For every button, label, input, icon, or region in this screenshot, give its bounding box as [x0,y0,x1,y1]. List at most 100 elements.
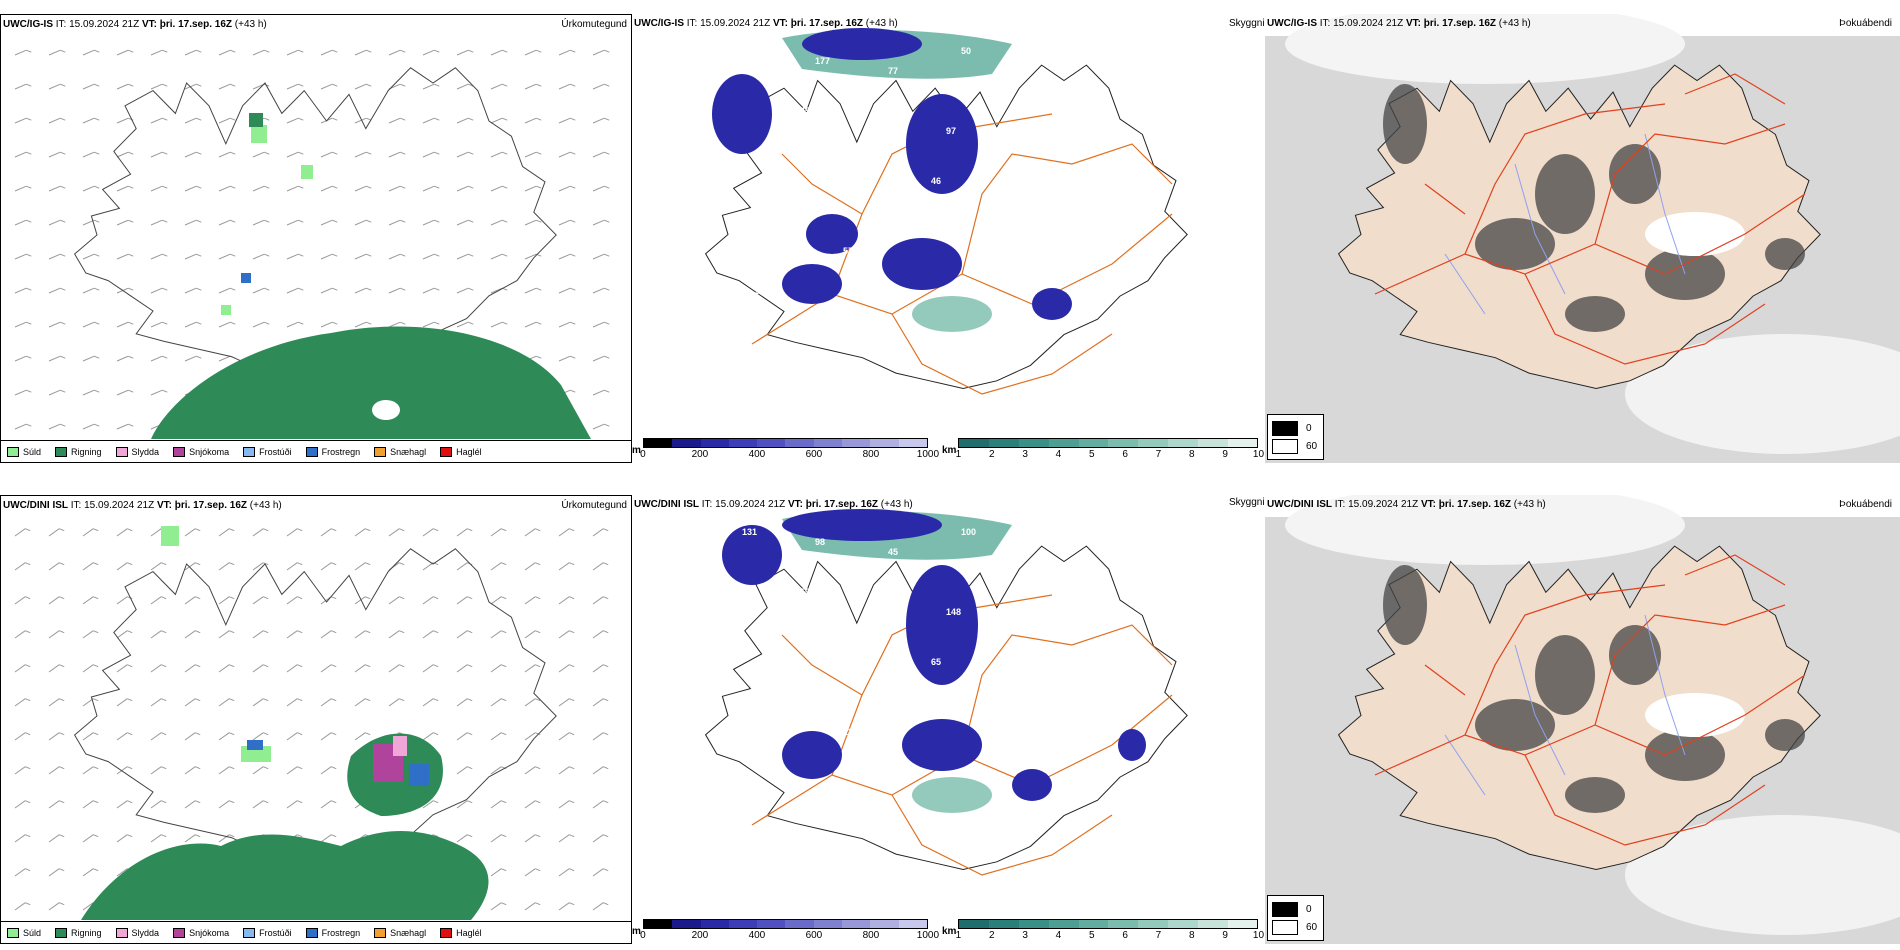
cloudbase-value: 173 [1092,116,1107,126]
cloudbase-labels: 128 177 77 50 100 47 45 50 97 81 173 94 51 46 47 47 58 57… [742,46,1117,296]
wind-barb [252,800,264,809]
wind-barb [82,253,95,260]
wind-barb-flag [94,287,100,291]
wind-barb-flag [93,664,99,668]
wind-barb [252,630,264,639]
precip-map [14,49,610,439]
vt-label: VT: [156,500,172,511]
legend-swatch [440,927,453,938]
colorbar-tick: 8 [1189,449,1195,460]
wind-barb-flag [298,49,304,53]
wind-barb [82,732,94,741]
wind-barb-flag [536,83,542,87]
precip-type-panel-bottom: UWC/DINI ISL IT: 15.09.2024 21Z VT: þri.… [0,495,632,944]
wind-barb [456,766,468,775]
wind-barb [14,664,26,673]
wind-barb-flag [94,321,100,325]
colorbar-cell [813,439,842,447]
wind-barb-flag [468,321,474,325]
model-name: UWC/DINI ISL [1267,499,1332,510]
wind-barb-flag [60,185,66,189]
wind-barb [218,664,230,673]
wind-barb [320,834,332,843]
panel-title: Úrkomutegund [561,500,627,511]
wind-barb [14,868,26,877]
cloudbase-value: 39 [858,647,868,657]
wind-barb [218,698,230,707]
wind-barb [150,151,163,158]
wind-barb-flag [26,83,32,87]
colorbar-cell [959,920,990,928]
colorbar-cell [1197,920,1228,928]
rain-area [249,113,263,127]
wind-barb-flag [162,49,168,53]
colorbar-ticks: 0 200 400 600 800 1000 [640,929,939,941]
wind-barb-flag [467,766,473,770]
cloudbase-value: 45 [800,106,810,116]
wind-barb-flag [501,630,507,634]
fog-background [1285,495,1900,935]
wind-barb-flag [162,287,168,291]
wind-barb-flag [59,868,65,872]
wind-barb-flag [26,219,32,223]
wind-barb-flag [331,528,337,532]
cloudbase-area [782,731,842,779]
colorbar-cell [757,439,786,447]
wind-barb [184,528,196,537]
wind-barb-flag [535,834,541,838]
precip-areas [81,526,489,920]
wind-barb-flag [468,185,474,189]
wind-barb [252,664,264,673]
rain-area [81,831,489,920]
wind-barb-flag [365,664,371,668]
colorbar-unit: m [632,926,641,937]
wind-barb-flag [230,287,236,291]
wind-barb [82,902,94,911]
wind-barb-flag [93,630,99,634]
cloudbase-value: 231 [843,727,858,737]
wind-barb-flag [400,49,406,53]
wind-barb [320,766,332,775]
fog-field-light [1625,334,1900,454]
wind-barb-flag [195,800,201,804]
wind-barb-flag [365,698,371,702]
wind-barb-flag [603,834,609,838]
wind-barb [558,185,571,192]
wind-barb-flag [298,287,304,291]
legend-swatch [305,446,318,457]
wind-barb [14,253,27,260]
wind-barb [116,389,129,396]
panel-title: Úrkomutegund [561,19,627,30]
wind-barb [150,596,162,605]
wind-barb-flag [604,83,610,87]
wind-barb-flag [604,423,610,427]
wind-barb-flag [331,664,337,668]
wind-barb-flag [161,630,167,634]
wind-barb [592,800,604,809]
wind-barb [490,83,503,90]
wind-barb-flag [604,253,610,257]
colorbar-tick: 3 [1022,449,1028,460]
fog-legend-swatch [1272,901,1298,917]
legend-label: Snæhagl [390,446,427,457]
legend-item: Frostregn [305,927,360,938]
colorbar-tick: 800 [862,930,880,941]
wind-barb-flag [263,630,269,634]
wind-barb [592,732,604,741]
wind-barb-flag [569,766,575,770]
wind-barb [286,562,298,571]
fog-blobs [1383,565,1805,813]
wind-barb-flag [604,389,610,393]
wind-barb [150,185,163,192]
it-label: IT: [70,500,82,511]
cloudbase-areas [722,509,1146,801]
wind-barb [456,562,468,571]
wind-barb-flag [128,49,134,53]
cloudbase-value: 49 [785,667,795,677]
wind-barb [524,528,536,537]
wind-barb-flag [26,185,32,189]
colorbar-tick: 6 [1122,930,1128,941]
fog-blob [1565,296,1625,332]
cloudbase-areas [712,28,1072,320]
skyggni-label: Skyggni [1229,497,1265,508]
